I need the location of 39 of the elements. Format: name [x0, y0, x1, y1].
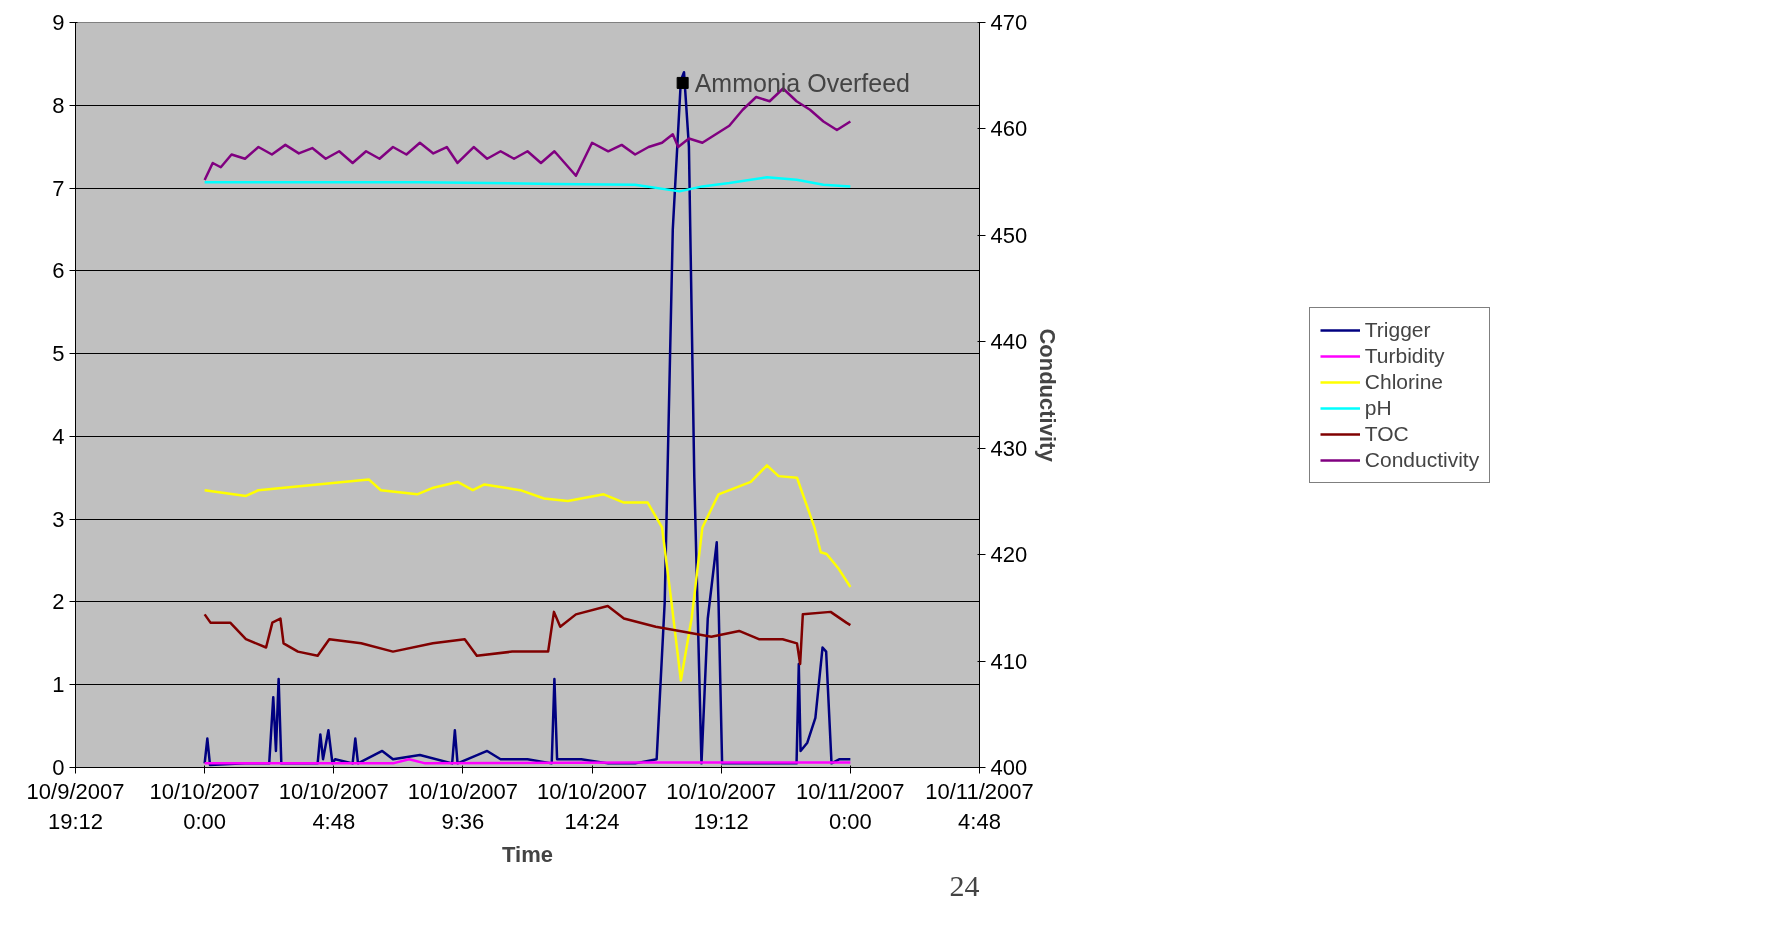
legend-label: Chlorine [1364, 369, 1444, 394]
y2-tick-label: 430 [990, 435, 1028, 461]
legend-label: Turbidity [1364, 343, 1445, 368]
y-tick-label: 2 [52, 589, 65, 615]
x-tick-label: 10/10/2007 0:00 [149, 778, 260, 834]
y-tick-label: 8 [52, 92, 65, 118]
y-tick-label: 5 [52, 341, 65, 367]
annotation: Ammonia Overfeed [694, 68, 911, 97]
line-series [203, 464, 852, 682]
y-tick-label: 7 [52, 175, 65, 201]
legend-label: TOC [1364, 421, 1409, 446]
line-series [203, 604, 852, 666]
text: 24 [949, 868, 980, 902]
x-axis-title: Time [502, 841, 553, 867]
y-tick-label: 6 [52, 258, 65, 284]
y-tick-label: 4 [52, 423, 65, 449]
y-tick-label: 3 [52, 506, 65, 532]
x-tick-label: 10/11/2007 0:00 [796, 778, 905, 834]
y-tick-label: 0 [52, 755, 65, 780]
y2-tick-label: 400 [990, 755, 1028, 780]
y2-axis-title: Conductivity [1035, 328, 1061, 463]
x-tick-label: 10/11/2007 4:48 [925, 778, 1034, 834]
x-tick-label: 10/10/2007 19:12 [666, 778, 777, 834]
y-tick-label: 9 [52, 10, 65, 35]
legend-label: Trigger [1364, 317, 1431, 342]
y2-tick-label: 440 [990, 329, 1028, 355]
y2-tick-label: 420 [990, 542, 1028, 568]
y2-tick-label: 470 [990, 10, 1028, 35]
x-tick-label: 10/10/2007 9:36 [407, 778, 518, 834]
line-series [203, 176, 852, 193]
x-tick-label: 10/9/2007 19:12 [26, 778, 125, 834]
y2-tick-label: 460 [990, 116, 1028, 142]
legend-label: Conductivity [1364, 447, 1480, 472]
y2-tick-label: 450 [990, 222, 1028, 248]
x-tick-label: 10/10/2007 14:24 [537, 778, 648, 834]
legend-label: pH [1364, 395, 1392, 420]
y2-tick-label: 410 [990, 648, 1028, 674]
y-tick-label: 1 [52, 672, 65, 698]
x-tick-label: 10/10/2007 4:48 [278, 778, 389, 834]
